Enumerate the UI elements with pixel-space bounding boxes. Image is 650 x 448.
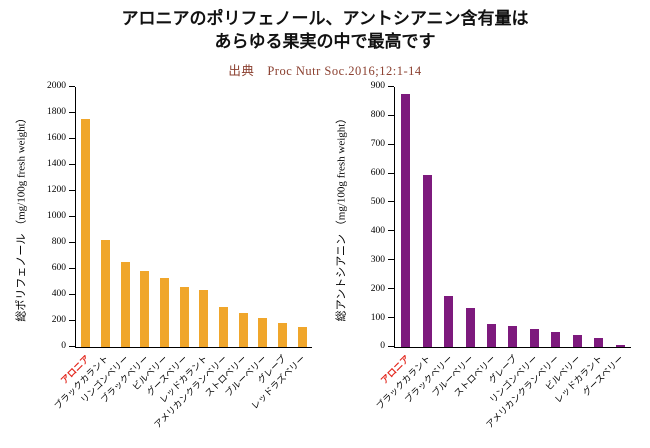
y-tick-mark bbox=[69, 163, 75, 165]
bar-ブラックベリー bbox=[444, 296, 454, 347]
y-tick-1800: 1800 bbox=[47, 107, 66, 118]
y-tick-900: 900 bbox=[370, 81, 385, 92]
anthocyanin-y-axis-ticks: 0 100 200 300 400 500 600 700 800 900 bbox=[348, 82, 390, 351]
y-tick-mark bbox=[388, 143, 394, 145]
y-tick-600: 600 bbox=[370, 168, 385, 179]
y-tick-mark bbox=[388, 345, 394, 347]
bar-アメリカンクランベリー bbox=[551, 331, 561, 347]
bar-アロニア bbox=[401, 94, 411, 347]
page-title-line2: あらゆる果実の中で最高です bbox=[214, 31, 436, 51]
bar-リンゴンベリー bbox=[120, 262, 130, 347]
y-tick-mark bbox=[69, 85, 75, 87]
anthocyanin-y-axis-label: 総アントシアニン （mg/100g fresh weight） bbox=[335, 112, 348, 322]
polyphenol-chart: 総ポリフェノール （mg/100g fresh weight） 0 200 400 6… bbox=[13, 81, 318, 430]
y-tick-800: 800 bbox=[51, 237, 66, 248]
anthocyanin-plot-area bbox=[388, 85, 631, 348]
y-tick-1400: 1400 bbox=[47, 159, 66, 170]
bar-ブラックベリー bbox=[140, 271, 150, 347]
charts-row: 総ポリフェノール （mg/100g fresh weight） 0 200 400 6… bbox=[0, 81, 650, 430]
polyphenol-y-axis-label: 総ポリフェノール （mg/100g fresh weight） bbox=[16, 112, 29, 322]
y-tick-700: 700 bbox=[370, 139, 385, 150]
bar-ビルベリー bbox=[572, 334, 582, 347]
y-tick-mark bbox=[388, 230, 394, 232]
bar-アロニア bbox=[81, 119, 91, 347]
y-tick-0: 0 bbox=[61, 341, 66, 352]
anthocyanin-x-axis-labels: アロニア ブラックカラント ブラックベリー ブルーベリー ストロベリー グレープ リンゴンベ… bbox=[375, 351, 630, 430]
bar-アメリカンクランベリー bbox=[218, 306, 228, 347]
infographic: アロニアのポリフェノール、アントシアニン含有量は あらゆる果実の中で最高です 出… bbox=[0, 0, 650, 430]
y-tick-500: 500 bbox=[370, 196, 385, 207]
bar-ブラックカラント bbox=[100, 240, 110, 347]
y-tick-800: 800 bbox=[370, 110, 385, 121]
y-tick-300: 300 bbox=[370, 254, 385, 265]
bar-ストロベリー bbox=[238, 313, 248, 347]
anthocyanin-chart: 総アントシアニン （mg/100g fresh weight） 0 100 200 3… bbox=[332, 81, 637, 430]
y-tick-mark bbox=[388, 114, 394, 116]
y-tick-mark bbox=[69, 215, 75, 217]
bar-グレープ bbox=[277, 323, 287, 347]
y-tick-mark bbox=[69, 319, 75, 321]
y-tick-mark bbox=[388, 85, 394, 87]
y-tick-200: 200 bbox=[51, 315, 66, 326]
bar-レッドカラント bbox=[199, 289, 209, 347]
y-tick-mark bbox=[69, 137, 75, 139]
bar-レッドカラント bbox=[594, 338, 604, 347]
bar-ストロベリー bbox=[487, 323, 497, 347]
y-tick-mark bbox=[69, 345, 75, 347]
polyphenol-x-axis-labels: アロニア ブラックカラント リンゴンベリー ブラックベリー ビルベリー グースベリー レッド… bbox=[53, 351, 311, 430]
bar-ブルーベリー bbox=[465, 307, 475, 347]
source-citation: 出典 Proc Nutr Soc.2016;12:1-14 bbox=[228, 63, 422, 78]
y-tick-0: 0 bbox=[380, 341, 385, 352]
bar-グレープ bbox=[508, 326, 518, 347]
y-tick-100: 100 bbox=[370, 312, 385, 323]
page-title-line1: アロニアのポリフェノール、アントシアニン含有量は bbox=[121, 9, 529, 28]
y-tick-mark bbox=[388, 288, 394, 290]
y-tick-mark bbox=[69, 267, 75, 269]
y-tick-mark bbox=[69, 293, 75, 295]
bar-ビルベリー bbox=[159, 277, 169, 347]
page-title: アロニアのポリフェノール、アントシアニン含有量は あらゆる果実の中で最高です bbox=[0, 0, 650, 54]
bar-グースベリー bbox=[179, 287, 189, 347]
y-tick-mark bbox=[69, 241, 75, 243]
bar-リンゴンベリー bbox=[529, 328, 539, 347]
y-tick-mark bbox=[388, 172, 394, 174]
bar-グースベリー bbox=[615, 344, 625, 347]
y-tick-1000: 1000 bbox=[47, 211, 66, 222]
polyphenol-y-axis-ticks: 0 200 400 600 800 1000 1200 1400 1600 1800 2000 bbox=[29, 82, 71, 351]
y-tick-600: 600 bbox=[51, 263, 66, 274]
y-tick-mark bbox=[388, 317, 394, 318]
y-tick-mark bbox=[69, 189, 75, 191]
bar-ブラックカラント bbox=[422, 175, 432, 347]
y-tick-1600: 1600 bbox=[47, 133, 66, 144]
polyphenol-plot-area bbox=[69, 85, 312, 348]
y-tick-mark bbox=[388, 259, 394, 261]
bar-レッドラズベリー bbox=[297, 327, 307, 347]
y-tick-mark bbox=[388, 201, 394, 203]
y-tick-400: 400 bbox=[370, 225, 385, 236]
y-tick-mark bbox=[69, 111, 75, 113]
y-tick-2000: 2000 bbox=[47, 81, 66, 92]
bar-ブルーベリー bbox=[258, 317, 268, 347]
y-tick-1200: 1200 bbox=[47, 185, 66, 196]
y-tick-400: 400 bbox=[51, 289, 66, 300]
y-tick-200: 200 bbox=[370, 283, 385, 294]
